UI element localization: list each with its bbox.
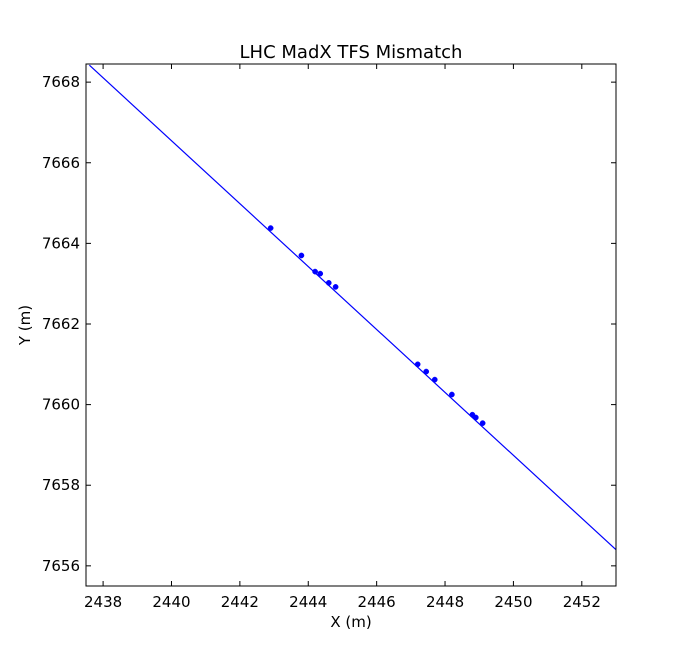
data-point bbox=[267, 225, 274, 231]
data-point bbox=[317, 270, 324, 277]
data-point bbox=[312, 268, 318, 275]
x-tick-label: 2442 bbox=[221, 593, 259, 611]
chart-title: LHC MadX TFS Mismatch bbox=[240, 42, 463, 63]
plot-area bbox=[85, 63, 617, 587]
x-tick-label: 2440 bbox=[152, 593, 190, 611]
y-tick-label: 7666 bbox=[42, 154, 80, 172]
data-point bbox=[423, 368, 430, 375]
x-tick-label: 2446 bbox=[358, 593, 396, 611]
x-axis-label: X (m) bbox=[330, 613, 371, 631]
data-point bbox=[479, 420, 486, 426]
data-point bbox=[472, 414, 479, 421]
data-point bbox=[298, 252, 305, 259]
y-axis: 7656 7658 7660 7662 7664 7666 7668 bbox=[42, 73, 616, 575]
y-axis-label: Y (m) bbox=[16, 305, 34, 346]
series-layer bbox=[89, 64, 616, 551]
y-tick-label: 7656 bbox=[42, 557, 80, 575]
x-axis: 2438 2440 2442 2444 2446 2448 2450 2452 bbox=[84, 64, 601, 611]
x-tick-label: 2444 bbox=[289, 593, 327, 611]
plot-background bbox=[86, 64, 616, 586]
data-point bbox=[449, 391, 455, 398]
x-tick-label: 2452 bbox=[563, 593, 601, 611]
data-point bbox=[414, 361, 421, 368]
x-tick-label: 2448 bbox=[426, 593, 464, 611]
y-tick-label: 7660 bbox=[42, 396, 80, 414]
plot-frame bbox=[85, 63, 617, 587]
data-point bbox=[332, 284, 339, 290]
data-point bbox=[431, 376, 438, 383]
data-point bbox=[325, 280, 332, 286]
x-tick-label: 2450 bbox=[494, 593, 532, 611]
y-tick-label: 7664 bbox=[42, 234, 80, 252]
x-tick-label: 2438 bbox=[84, 593, 122, 611]
series-line bbox=[89, 64, 616, 551]
y-tick-label: 7658 bbox=[42, 476, 80, 494]
y-tick-label: 7662 bbox=[42, 315, 80, 333]
y-tick-label: 7668 bbox=[42, 73, 80, 91]
